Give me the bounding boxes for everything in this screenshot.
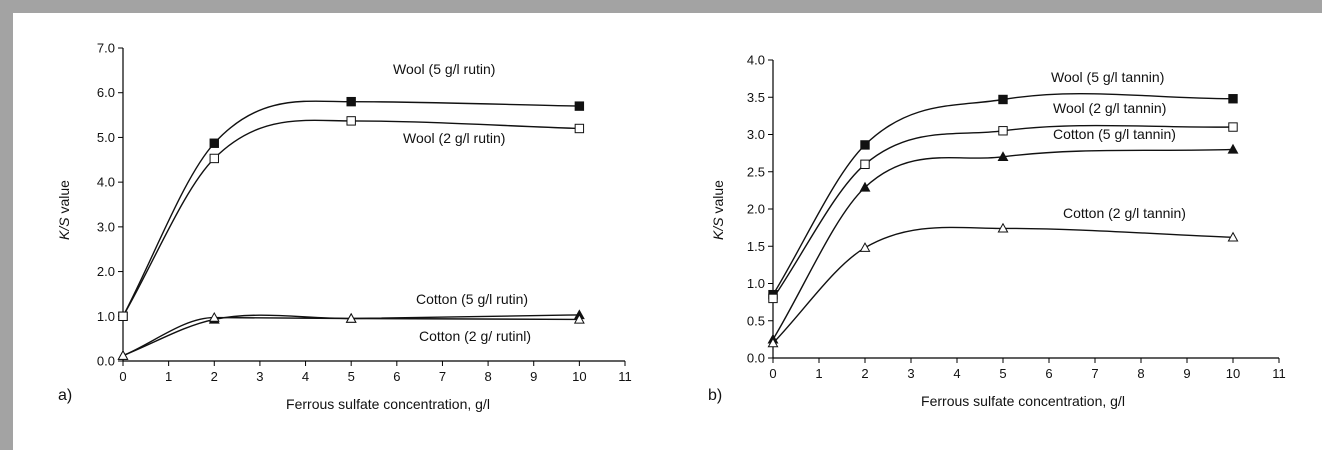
y-tick-label-b: 1.0 — [747, 276, 765, 291]
x-tick-label-a: 7 — [439, 369, 446, 384]
chart-figure: a) Ferrous sulfate concentration, g/l K/… — [56, 41, 1286, 413]
y-tick-label-a: 4.0 — [97, 175, 115, 190]
y-tick-label-a: 6.0 — [97, 85, 115, 100]
y-tick-label-b: 3.5 — [747, 90, 765, 105]
data-point-a-2 — [574, 123, 585, 134]
y-axis-title-italic-b: K/S — [710, 217, 726, 240]
data-point-b-3 — [1227, 143, 1239, 154]
chart-panel-b: b) Ferrous sulfate concentration, g/l K/… — [708, 53, 1286, 410]
x-tick-label-a: 1 — [165, 369, 172, 384]
x-axis-title-a: Ferrous sulfate concentration, g/l — [286, 396, 490, 412]
y-tick-label-b: 0.0 — [747, 351, 765, 366]
series-label-a-1: Wool (5 g/l rutin) — [393, 61, 495, 77]
data-point-a-1 — [574, 101, 585, 111]
x-tick-label-a: 6 — [393, 369, 400, 384]
data-point-b-4 — [859, 242, 871, 252]
series-label-b-4: Cotton (2 g/l tannin) — [1063, 205, 1186, 221]
x-tick-label-b: 4 — [953, 366, 960, 381]
data-point-b-1 — [860, 140, 870, 150]
series-label-b-3: Cotton (5 g/l tannin) — [1053, 126, 1176, 142]
x-tick-label-a: 4 — [302, 369, 309, 384]
series-line-b-2 — [772, 124, 1234, 299]
x-tick-label-b: 2 — [861, 366, 868, 381]
y-tick-label-a: 3.0 — [97, 219, 115, 234]
data-point-b-4 — [997, 222, 1009, 233]
series-line-b-3 — [772, 148, 1234, 340]
x-tick-label-b: 8 — [1137, 366, 1144, 381]
y-tick-label-b: 0.5 — [747, 313, 765, 328]
data-point-b-2 — [1228, 122, 1238, 132]
y-tick-label-b: 1.5 — [747, 239, 765, 254]
data-point-a-4 — [208, 311, 220, 322]
series-label-a-3: Cotton (5 g/l rutin) — [416, 291, 528, 307]
x-tick-label-b: 10 — [1226, 366, 1240, 381]
series-label-a-4: Cotton (2 g/ rutinl) — [419, 328, 531, 344]
series-label-b-1: Wool (5 g/l tannin) — [1051, 69, 1164, 85]
y-tick-label-a: 0.0 — [97, 354, 115, 369]
data-point-b-2 — [998, 126, 1008, 136]
x-tick-label-b: 9 — [1183, 366, 1190, 381]
x-tick-label-a: 11 — [618, 369, 632, 384]
series-label-b-2: Wool (2 g/l tannin) — [1053, 100, 1166, 116]
data-point-b-2 — [860, 159, 870, 170]
x-tick-label-a: 2 — [211, 369, 218, 384]
x-tick-label-a: 0 — [119, 369, 126, 384]
data-point-a-4 — [117, 350, 129, 360]
x-axis-title-b: Ferrous sulfate concentration, g/l — [921, 393, 1125, 409]
panel-label-b: b) — [708, 387, 722, 404]
series-line-a-3 — [122, 314, 580, 357]
data-point-a-1 — [346, 96, 356, 107]
x-tick-label-b: 11 — [1272, 366, 1286, 381]
data-point-b-4 — [767, 337, 779, 348]
y-axis-title-rest-a: value — [56, 180, 72, 218]
series-label-a-2: Wool (2 g/l rutin) — [403, 130, 505, 146]
figure-frame-left — [0, 0, 13, 450]
series-line-b-4 — [772, 226, 1234, 344]
y-axis-title-rest-b: value — [710, 180, 726, 218]
chart-panel-a: a) Ferrous sulfate concentration, g/l K/… — [56, 41, 632, 413]
y-tick-label-b: 4.0 — [747, 53, 765, 68]
figure-frame-top — [0, 0, 1322, 13]
y-tick-label-a: 1.0 — [97, 309, 115, 324]
data-point-a-2 — [209, 153, 219, 164]
x-tick-label-a: 3 — [256, 369, 263, 384]
panel-label-a: a) — [58, 387, 72, 404]
x-tick-label-b: 1 — [815, 366, 822, 381]
figure-canvas: a) Ferrous sulfate concentration, g/l K/… — [13, 13, 1322, 450]
y-axis-title-a: K/S value — [56, 180, 72, 240]
series-line-b-1 — [772, 93, 1234, 296]
data-point-b-3 — [997, 151, 1009, 162]
x-tick-label-b: 6 — [1045, 366, 1052, 381]
x-tick-label-a: 8 — [484, 369, 491, 384]
x-tick-label-b: 0 — [769, 366, 776, 381]
series-line-a-1 — [122, 100, 580, 317]
data-point-a-4 — [345, 312, 357, 323]
x-tick-label-a: 10 — [572, 369, 586, 384]
data-point-a-2 — [118, 311, 128, 321]
x-tick-label-a: 5 — [348, 369, 355, 384]
y-tick-label-a: 5.0 — [97, 130, 115, 145]
y-axis-title-b: K/S value — [710, 180, 726, 240]
series-line-a-4 — [122, 316, 580, 357]
x-tick-label-b: 3 — [907, 366, 914, 381]
y-tick-label-b: 2.0 — [747, 202, 765, 217]
y-tick-label-b: 2.5 — [747, 164, 765, 179]
data-point-b-1 — [1228, 94, 1238, 104]
y-tick-label-a: 7.0 — [97, 41, 115, 56]
series-line-a-2 — [122, 119, 580, 317]
data-point-a-2 — [346, 116, 356, 126]
y-tick-label-b: 3.0 — [747, 127, 765, 142]
data-point-b-1 — [998, 94, 1008, 105]
x-tick-label-a: 9 — [530, 369, 537, 384]
data-point-a-1 — [209, 138, 219, 148]
data-point-b-3 — [859, 181, 871, 192]
y-axis-title-italic-a: K/S — [56, 217, 72, 240]
data-point-b-4 — [1227, 231, 1239, 242]
x-tick-label-b: 7 — [1091, 366, 1098, 381]
data-point-a-4 — [573, 313, 585, 324]
y-tick-label-a: 2.0 — [97, 264, 115, 279]
data-point-b-2 — [768, 293, 778, 304]
x-tick-label-b: 5 — [999, 366, 1006, 381]
